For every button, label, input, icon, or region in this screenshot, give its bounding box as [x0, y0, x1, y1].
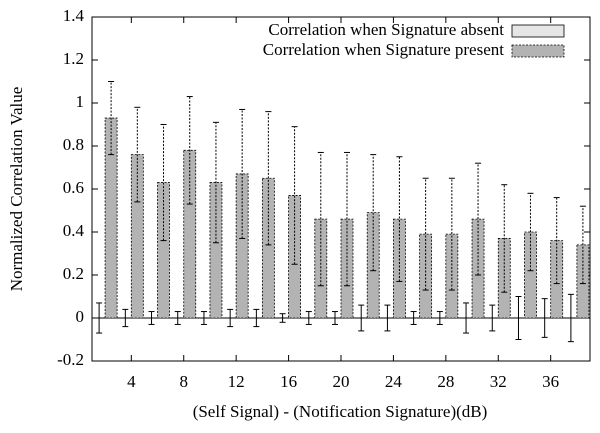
x-tick-label: 36: [542, 372, 559, 391]
bar: [104, 117, 118, 319]
bar: [393, 218, 406, 319]
bar: [340, 218, 354, 319]
y-tick-label: 0: [76, 307, 85, 326]
y-tick-label: 1: [76, 92, 85, 111]
bar: [235, 173, 249, 319]
bar: [314, 218, 328, 319]
bar: [497, 238, 511, 319]
legend-swatch: [511, 24, 565, 38]
x-tick-label: 16: [280, 372, 297, 391]
bar: [445, 233, 459, 319]
y-tick-label: 0.4: [63, 221, 85, 240]
bar: [183, 149, 197, 319]
bar: [130, 154, 144, 319]
bar: [471, 218, 485, 319]
x-axis-label: (Self Signal) - (Notification Signature)…: [193, 402, 488, 421]
x-tick-label: 24: [385, 372, 403, 391]
y-tick-label: 0.2: [63, 264, 84, 283]
x-tick-label: 12: [228, 372, 245, 391]
x-tick-label: 32: [490, 372, 507, 391]
x-tick-label: 8: [179, 372, 188, 391]
bar: [157, 182, 170, 319]
y-tick-label: 1.4: [63, 6, 85, 25]
legend-label: Correlation when Signature present: [263, 40, 505, 59]
legend-label: Correlation when Signature absent: [268, 20, 504, 39]
x-tick-label: 28: [437, 372, 454, 391]
bar: [261, 177, 275, 319]
y-tick-label: -0.2: [57, 350, 84, 369]
y-axis-label: Normalized Correlation Value: [7, 87, 26, 292]
y-tick-label: 1.2: [63, 49, 84, 68]
legend-swatch: [511, 44, 565, 58]
bar: [419, 233, 433, 319]
x-tick-label: 4: [127, 372, 136, 391]
y-tick-label: 0.8: [63, 135, 84, 154]
bar: [209, 182, 223, 319]
bar: [524, 231, 537, 319]
plot-frame: [91, 16, 591, 362]
x-tick-label: 20: [333, 372, 350, 391]
y-tick-label: 0.6: [63, 178, 84, 197]
bar: [576, 244, 590, 319]
